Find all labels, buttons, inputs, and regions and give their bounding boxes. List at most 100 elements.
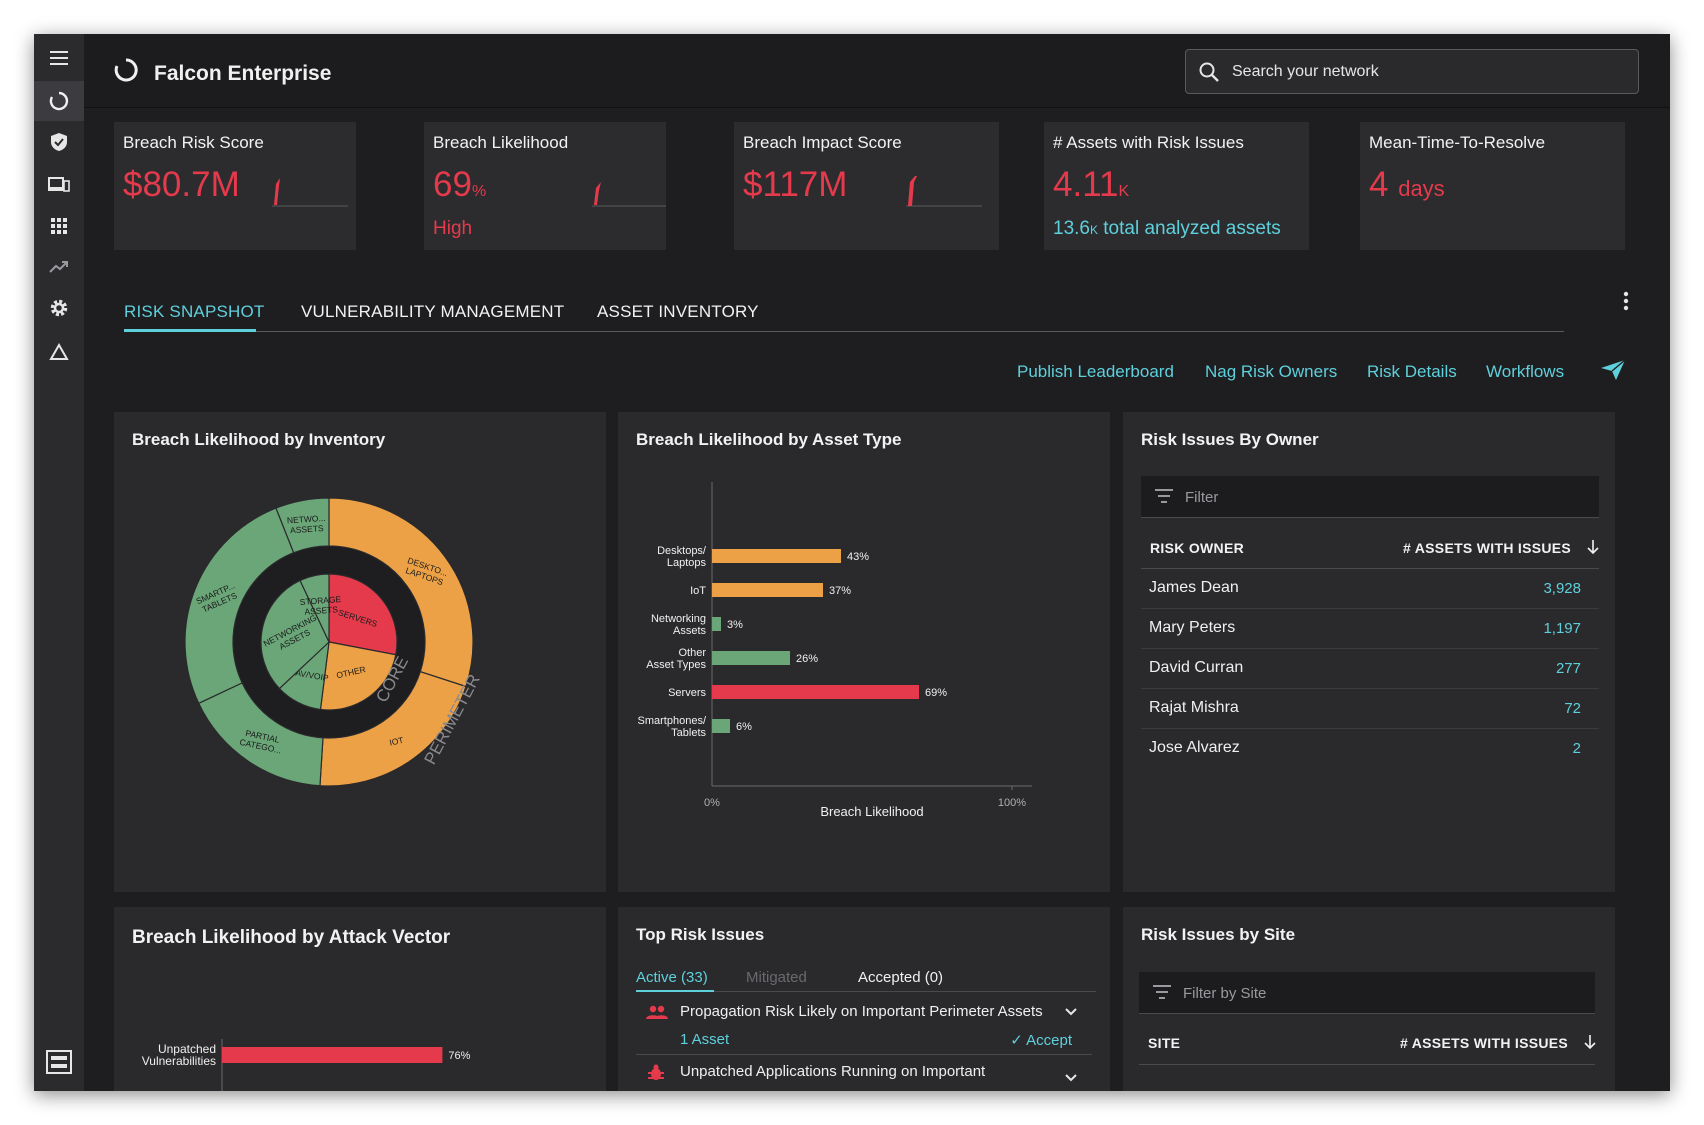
collapse-panel-icon[interactable] (34, 1042, 84, 1082)
table-row[interactable]: James Dean 3,928 (1141, 569, 1599, 609)
nag-risk-owners-link[interactable]: Nag Risk Owners (1205, 362, 1338, 381)
kpi-value: $80.7M (123, 165, 240, 204)
sunburst-slice-label: ASSETS (304, 604, 339, 617)
panel-title: Risk Issues by Site (1141, 925, 1296, 944)
category-label: Assets (673, 625, 707, 637)
gear-icon[interactable] (34, 288, 84, 328)
x-axis-label: Breach Likelihood (820, 804, 923, 819)
table-row[interactable]: Rajat Mishra 72 (1141, 689, 1599, 729)
sunburst-slice[interactable] (260, 579, 330, 690)
kpi-total-unit: K (1089, 223, 1098, 237)
filter-icon (1153, 985, 1171, 999)
risk-issue-asset-count[interactable]: 1 Asset (680, 1031, 730, 1048)
send-icon[interactable] (1600, 359, 1626, 381)
kpi-unit: K (1118, 183, 1130, 200)
sparkline-icon (906, 176, 982, 207)
sunburst-slice-label: NETWO... (287, 513, 326, 526)
more-vert-icon[interactable] (1622, 290, 1630, 312)
category-label: Networking (651, 613, 706, 625)
bar[interactable] (712, 549, 841, 563)
bar[interactable] (222, 1047, 443, 1063)
bar-value-label: 26% (796, 653, 818, 665)
owner-name: Jose Alvarez (1149, 739, 1240, 756)
falcon-logo-icon (114, 58, 138, 82)
tab-accepted-issues[interactable]: Accepted (0) (858, 969, 944, 986)
accept-label: Accept (1026, 1032, 1072, 1049)
bar[interactable] (712, 617, 721, 631)
sunburst-slice[interactable] (275, 497, 330, 554)
panel-title: Top Risk Issues (636, 925, 765, 944)
owner-count[interactable]: 1,197 (1543, 620, 1581, 637)
search-placeholder: Search your network (1232, 63, 1379, 80)
tab-asset-inventory[interactable]: ASSET INVENTORY (597, 302, 759, 321)
apps-grid-icon[interactable] (34, 206, 84, 246)
col-assets-with-issues[interactable]: # ASSETS WITH ISSUES (1400, 1035, 1569, 1051)
search-input[interactable]: Search your network (1185, 49, 1639, 94)
table-row[interactable]: Jose Alvarez 2 (1141, 729, 1599, 769)
risk-issue-text: Propagation Risk Likely on Important Per… (680, 1003, 1043, 1020)
bar[interactable] (712, 719, 730, 733)
accept-button[interactable]: ✓ Accept (1010, 1031, 1072, 1049)
category-label: Other (678, 647, 706, 659)
kpi-breach-impact-score[interactable]: Breach Impact Score $117M (734, 122, 999, 250)
tab-vulnerability-management[interactable]: VULNERABILITY MANAGEMENT (301, 302, 565, 321)
dashboard-icon[interactable] (34, 81, 84, 121)
kpi-total-text: total analyzed assets (1098, 218, 1281, 239)
table-row[interactable]: Mary Peters 1,197 (1141, 609, 1599, 649)
sunburst-slice[interactable] (328, 573, 398, 656)
kpi-assets-with-risk-issues[interactable]: # Assets with Risk Issues 4.11K 13.6K to… (1044, 122, 1309, 250)
chevron-down-icon[interactable] (1064, 1073, 1078, 1083)
menu-icon[interactable] (34, 38, 84, 78)
workflows-link[interactable]: Workflows (1486, 362, 1565, 381)
sunburst-slice[interactable] (299, 573, 330, 643)
risk-issue-row[interactable]: Propagation Risk Likely on Important Per… (636, 999, 1092, 1055)
bar[interactable] (712, 685, 919, 699)
bar[interactable] (712, 651, 790, 665)
kpi-mean-time-to-resolve[interactable]: Mean-Time-To-Resolve 4 days (1360, 122, 1625, 250)
col-risk-owner[interactable]: RISK OWNER (1150, 540, 1244, 556)
col-assets-with-issues[interactable]: # ASSETS WITH ISSUES (1403, 540, 1572, 556)
col-site[interactable]: SITE (1148, 1035, 1181, 1051)
trending-icon[interactable] (34, 247, 84, 287)
table-row[interactable]: David Curran 277 (1141, 649, 1599, 689)
risk-details-link[interactable]: Risk Details (1367, 362, 1457, 381)
kpi-number: 4 (1369, 165, 1389, 204)
chevron-down-icon[interactable] (1064, 1007, 1078, 1017)
risk-issue-row[interactable]: Unpatched Applications Running on Import… (636, 1059, 1092, 1091)
kpi-title: Breach Risk Score (123, 133, 264, 152)
kpi-level: High (433, 218, 473, 239)
devices-icon[interactable] (34, 164, 84, 204)
owner-count[interactable]: 3,928 (1543, 580, 1581, 597)
app-window: Falcon Enterprise Search your network Br… (34, 34, 1670, 1091)
bar[interactable] (712, 583, 823, 597)
tab-mitigated-issues[interactable]: Mitigated (746, 969, 807, 986)
active-tab-indicator (636, 990, 714, 992)
sort-arrow-down-icon[interactable] (1584, 1034, 1596, 1050)
nav-rail (34, 34, 84, 1091)
tab-risk-snapshot[interactable]: RISK SNAPSHOT (124, 302, 265, 321)
sort-arrow-down-icon[interactable] (1587, 539, 1599, 555)
owner-count[interactable]: 2 (1572, 740, 1581, 757)
owner-count[interactable]: 72 (1564, 700, 1581, 717)
active-tab-indicator (124, 329, 256, 332)
filter-icon (1155, 489, 1173, 503)
sunburst-slice[interactable] (319, 641, 397, 711)
category-label: Unpatched (158, 1042, 216, 1056)
search-icon (1199, 62, 1219, 82)
kpi-breach-risk-score[interactable]: Breach Risk Score $80.7M (114, 122, 356, 250)
bar-value-label: 3% (727, 619, 743, 631)
owner-count[interactable]: 277 (1555, 660, 1581, 677)
panel-risk-by-site: Risk Issues by Site Filter by Site SITE … (1123, 907, 1615, 1091)
kpi-breach-likelihood[interactable]: Breach Likelihood 69% High (424, 122, 666, 250)
owner-filter-input[interactable]: Filter (1141, 476, 1599, 518)
tab-active-issues[interactable]: Active (33) (636, 969, 708, 986)
kpi-total-assets[interactable]: 13.6K total analyzed assets (1053, 218, 1281, 240)
sunburst-slice[interactable] (328, 497, 474, 688)
shield-icon[interactable] (34, 122, 84, 162)
site-filter-input[interactable]: Filter by Site (1139, 972, 1595, 1014)
asset-type-bar-chart: 43%Desktops/Laptops37%IoT3%NetworkingAss… (638, 482, 1032, 819)
publish-leaderboard-link[interactable]: Publish Leaderboard (1017, 362, 1174, 381)
panel-top-risk-issues: Top Risk Issues Active (33) Mitigated Ac… (618, 907, 1110, 1091)
sunburst-slice-label: STORAGE (299, 594, 341, 607)
alert-triangle-icon[interactable] (34, 332, 84, 372)
